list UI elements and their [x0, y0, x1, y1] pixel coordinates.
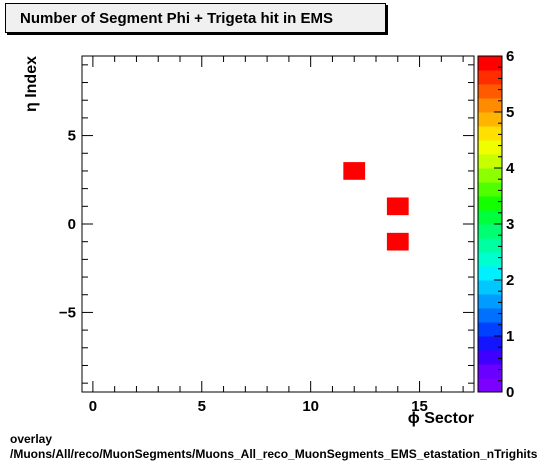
plot-frame: [81, 55, 475, 393]
palette-swatch: [478, 252, 502, 267]
palette-swatch: [478, 280, 502, 295]
heatmap-cell: [386, 232, 409, 251]
palette-swatch: [478, 210, 502, 225]
palette-tick-label: 1: [506, 328, 514, 345]
palette-swatch: [478, 98, 502, 113]
x-tick-label: 15: [411, 398, 428, 415]
x-tick-label: 10: [302, 398, 319, 415]
palette-tick-label: 4: [506, 160, 515, 177]
heatmap-cell: [386, 197, 409, 216]
palette-tick-label: 6: [506, 48, 514, 65]
palette-swatch: [478, 70, 502, 85]
palette-swatch: [478, 112, 502, 127]
palette-swatch: [478, 308, 502, 323]
palette-swatch: [478, 350, 502, 365]
palette-swatch: [478, 126, 502, 141]
palette-swatch: [478, 182, 502, 197]
x-axis-label: ϕ Sector: [408, 410, 474, 427]
palette-swatch: [478, 364, 502, 379]
palette-swatch: [478, 266, 502, 281]
palette-tick-label: 3: [506, 216, 514, 233]
heatmap-cell: [343, 162, 366, 180]
palette-swatch: [478, 294, 502, 309]
footer-line-2: /Muons/All/reco/MuonSegments/Muons_All_r…: [10, 447, 538, 461]
palette-swatch: [478, 168, 502, 183]
chart-title: Number of Segment Phi + Trigeta hit in E…: [20, 10, 333, 27]
y-axis-label: η Index: [23, 56, 40, 112]
title-box: Number of Segment Phi + Trigeta hit in E…: [5, 3, 386, 33]
palette-tick-label: 0: [506, 384, 514, 401]
palette-swatch: [478, 196, 502, 211]
y-tick-label: −5: [59, 304, 76, 321]
cells-layer: [343, 162, 409, 251]
footer-line-1: overlay: [10, 432, 53, 446]
palette-swatch: [478, 140, 502, 155]
y-tick-label: 0: [68, 216, 76, 233]
palette-swatch: [478, 336, 502, 351]
palette-swatch: [478, 238, 502, 253]
palette-swatch: [478, 56, 502, 71]
ticks-layer: 0 5 10 15 −5 0 5: [59, 56, 474, 415]
palette-swatch: [478, 84, 502, 99]
palette-tick-label: 2: [506, 272, 514, 289]
color-palette: 0 1 2 3 4 5 6: [477, 48, 515, 401]
palette-tick-label: 5: [506, 104, 514, 121]
palette-swatch: [478, 322, 502, 337]
palette-swatch: [478, 378, 502, 393]
palette-swatch: [478, 224, 502, 239]
y-tick-label: 5: [68, 128, 76, 145]
x-tick-label: 5: [198, 398, 206, 415]
palette-swatch: [478, 154, 502, 169]
x-tick-label: 0: [89, 398, 97, 415]
